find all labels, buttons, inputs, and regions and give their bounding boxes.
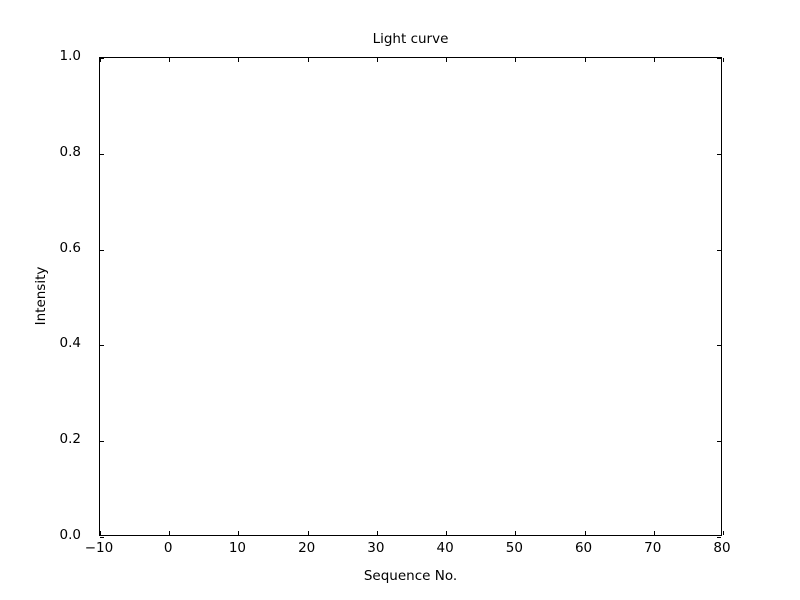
x-tick-label: 80 (713, 540, 731, 556)
y-tick-label: 0.8 (59, 143, 81, 160)
x-tick-mark (584, 531, 586, 535)
x-tick-mark (169, 58, 171, 62)
y-tick-mark (100, 153, 104, 155)
y-tick-mark (717, 249, 721, 251)
x-tick-mark (653, 531, 655, 535)
x-tick-mark (376, 58, 378, 62)
y-tick-label: 0.0 (59, 527, 81, 543)
y-tick-label: 0.4 (59, 335, 81, 352)
plot-axes-frame[interactable] (99, 57, 724, 538)
x-tick-label: 40 (436, 540, 454, 556)
x-tick-label: 60 (574, 540, 593, 556)
x-tick-mark (515, 58, 517, 62)
x-tick-mark (515, 531, 517, 535)
x-tick-label: 0 (163, 540, 173, 556)
x-tick-mark (723, 58, 724, 62)
x-tick-mark (723, 531, 724, 535)
x-tick-label: 10 (228, 540, 247, 556)
x-tick-mark (100, 531, 101, 535)
y-tick-mark (717, 345, 721, 347)
x-tick-mark (169, 531, 171, 535)
x-tick-label: 20 (298, 540, 316, 556)
y-tick-mark (717, 537, 721, 538)
x-tick-mark (446, 531, 448, 535)
x-axis-label: Sequence No. (363, 568, 458, 584)
x-tick-label: 30 (367, 540, 385, 556)
y-tick-mark (100, 249, 104, 251)
x-tick-label: 70 (644, 540, 662, 556)
x-tick-mark (307, 58, 309, 62)
y-tick-mark (717, 153, 721, 155)
plot-data-area[interactable] (100, 58, 721, 535)
x-tick-mark (446, 58, 448, 62)
y-tick-mark (100, 441, 104, 443)
y-tick-mark (100, 58, 104, 59)
x-tick-mark (100, 58, 101, 62)
y-tick-mark (717, 58, 721, 59)
x-tick-mark (584, 58, 586, 62)
x-tick-mark (238, 58, 240, 62)
x-tick-mark (307, 531, 309, 535)
y-tick-mark (100, 345, 104, 347)
x-tick-mark (376, 531, 378, 535)
page-title: Light curve (372, 31, 449, 47)
y-tick-label: 1.0 (59, 48, 81, 64)
y-tick-label: 0.6 (59, 239, 81, 256)
x-tick-label: 50 (505, 540, 523, 556)
x-tick-mark (238, 531, 240, 535)
y-axis-label-wrap: Intensity (0, 57, 60, 536)
y-tick-label: 0.2 (59, 431, 81, 448)
x-tick-label: −10 (84, 540, 114, 556)
x-tick-mark (653, 58, 655, 62)
y-tick-mark (100, 537, 104, 538)
y-axis-label: Intensity (33, 266, 49, 326)
y-tick-mark (717, 441, 721, 443)
